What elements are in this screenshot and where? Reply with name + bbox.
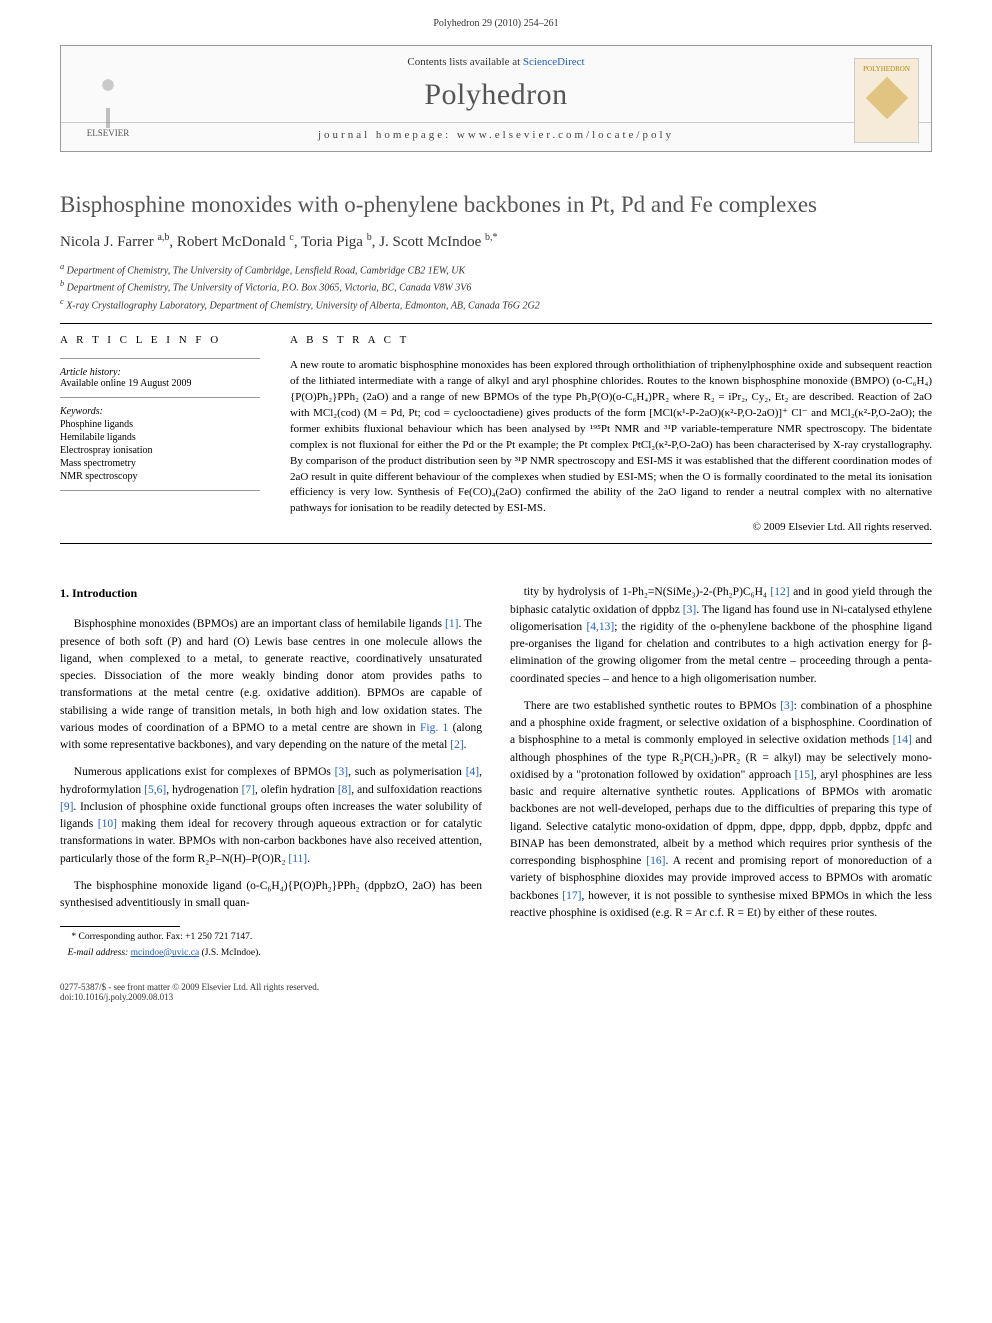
keyword: Electrospray ionisation: [60, 445, 260, 456]
publisher-name: ELSEVIER: [87, 128, 130, 138]
footer-copyright: 0277-5387/$ - see front matter © 2009 El…: [60, 982, 932, 992]
keyword: Mass spectrometry: [60, 458, 260, 469]
section-heading: 1. Introduction: [60, 584, 482, 602]
article-info-heading: A R T I C L E I N F O: [60, 334, 260, 346]
contents-line: Contents lists available at ScienceDirec…: [61, 46, 931, 74]
copyright: © 2009 Elsevier Ltd. All rights reserved…: [290, 521, 932, 533]
keyword: Hemilabile ligands: [60, 432, 260, 443]
abstract: A B S T R A C T A new route to aromatic …: [290, 334, 932, 533]
history-label: Article history:: [60, 367, 260, 378]
tree-icon: [83, 73, 133, 128]
affiliations: a Department of Chemistry, The Universit…: [60, 261, 932, 313]
email-label: E-mail address:: [68, 948, 129, 958]
article-title: Bisphosphine monoxides with o-phenylene …: [60, 192, 932, 218]
email-who: (J.S. McIndoe).: [202, 948, 261, 958]
body-paragraph: tity by hydrolysis of 1-Ph₂=N(SiMe₃)-2-(…: [510, 584, 932, 688]
contents-text: Contents lists available at: [407, 56, 522, 68]
history-value: Available online 19 August 2009: [60, 378, 260, 389]
body-columns: 1. Introduction Bisphosphine monoxides (…: [60, 584, 932, 962]
body-paragraph: There are two established synthetic rout…: [510, 698, 932, 922]
divider: [60, 323, 932, 324]
footnote-separator: [60, 926, 180, 927]
column-right: tity by hydrolysis of 1-Ph₂=N(SiMe₃)-2-(…: [510, 584, 932, 962]
elsevier-logo: ELSEVIER: [73, 58, 143, 138]
affiliation: c X-ray Crystallography Laboratory, Depa…: [60, 296, 932, 313]
journal-masthead: ELSEVIER POLYHEDRON Contents lists avail…: [60, 45, 932, 152]
divider: [60, 543, 932, 544]
article-info: A R T I C L E I N F O Article history: A…: [60, 334, 260, 533]
journal-cover-thumbnail: POLYHEDRON: [854, 58, 919, 143]
keyword: Phosphine ligands: [60, 419, 260, 430]
body-paragraph: Bisphosphine monoxides (BPMOs) are an im…: [60, 616, 482, 754]
journal-name: Polyhedron: [61, 74, 931, 122]
body-paragraph: The bisphosphine monoxide ligand (o-C₆H₄…: [60, 878, 482, 913]
body-paragraph: Numerous applications exist for complexe…: [60, 764, 482, 868]
sciencedirect-link[interactable]: ScienceDirect: [523, 56, 585, 68]
abstract-text: A new route to aromatic bisphosphine mon…: [290, 358, 932, 517]
affiliation: b Department of Chemistry, The Universit…: [60, 278, 932, 295]
keyword: NMR spectroscopy: [60, 471, 260, 482]
footnote: * Corresponding author. Fax: +1 250 721 …: [60, 931, 482, 960]
corresponding-author: * Corresponding author. Fax: +1 250 721 …: [60, 931, 482, 944]
affiliation: a Department of Chemistry, The Universit…: [60, 261, 932, 278]
authors: Nicola J. Farrer a,b, Robert McDonald c,…: [60, 232, 932, 251]
polyhedron-icon: [865, 77, 907, 119]
page-footer: 0277-5387/$ - see front matter © 2009 El…: [60, 982, 932, 1002]
keywords-label: Keywords:: [60, 406, 260, 417]
journal-homepage: journal homepage: www.elsevier.com/locat…: [61, 122, 931, 151]
running-head: Polyhedron 29 (2010) 254–261: [0, 0, 992, 37]
column-left: 1. Introduction Bisphosphine monoxides (…: [60, 584, 482, 962]
cover-label: POLYHEDRON: [863, 65, 910, 73]
abstract-heading: A B S T R A C T: [290, 334, 932, 346]
email-link[interactable]: mcindoe@uvic.ca: [131, 948, 200, 958]
doi: doi:10.1016/j.poly.2009.08.013: [60, 992, 932, 1002]
